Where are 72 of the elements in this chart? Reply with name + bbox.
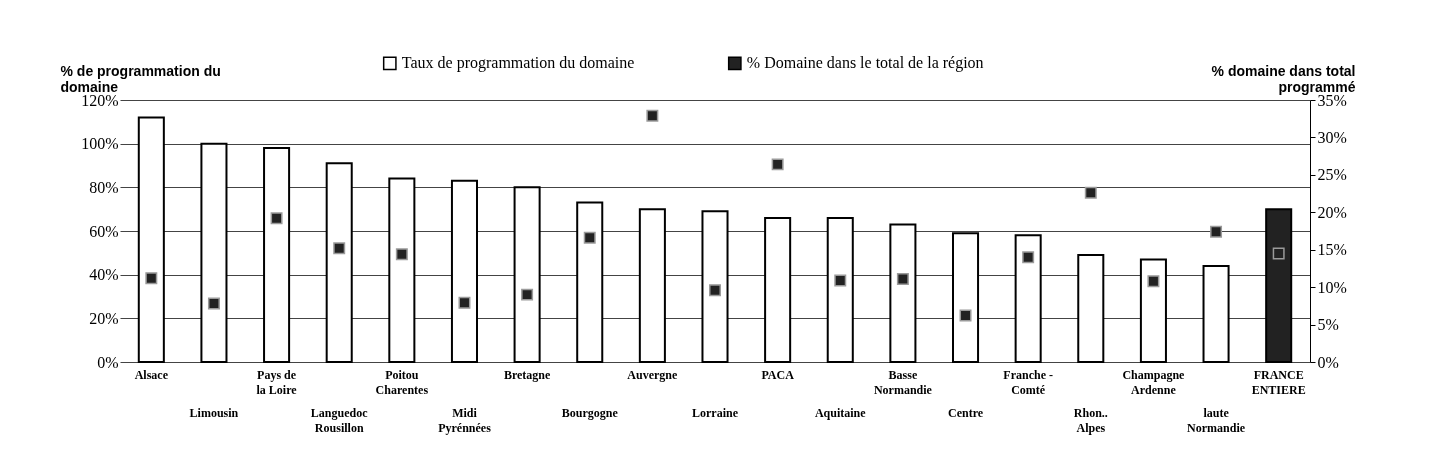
y2-tick-label: 10% xyxy=(1317,278,1347,296)
bar xyxy=(513,186,541,363)
x-tick-label: Languedoc Rousillon xyxy=(310,406,369,435)
point xyxy=(646,109,659,122)
x-tick-label: Lorraine xyxy=(692,406,739,420)
x-tick-label: Bretagne xyxy=(503,368,551,382)
bar xyxy=(1265,208,1293,363)
x-tick-label: Basse Normandie xyxy=(873,368,933,397)
bar xyxy=(889,223,917,363)
bar xyxy=(952,232,980,363)
point xyxy=(896,272,909,285)
x-tick-label: Limousin xyxy=(189,406,239,420)
point xyxy=(333,242,346,255)
x-tick-label: laute Normandie xyxy=(1187,406,1246,435)
point xyxy=(1084,186,1097,199)
point xyxy=(270,212,283,225)
x-tick-label: PACA xyxy=(761,368,795,382)
bar xyxy=(450,179,478,363)
x-tick-label: Auvergne xyxy=(627,368,679,382)
point xyxy=(458,296,471,309)
point xyxy=(521,288,534,301)
y-tick-label: 60% xyxy=(89,222,119,240)
x-tick-label: Champagne Ardenne xyxy=(1122,368,1186,397)
y2-tick-label: 15% xyxy=(1317,241,1347,259)
bar xyxy=(200,142,228,363)
x-tick-label: Alsace xyxy=(134,368,169,382)
point xyxy=(1022,251,1035,264)
x-tick-label: Pays de la Loire xyxy=(256,368,298,397)
y-tick-label: 20% xyxy=(89,309,119,327)
y-tick-label: 80% xyxy=(89,178,119,196)
y2-tick-label: 25% xyxy=(1317,166,1347,184)
legend-label: % Domaine dans le total de la région xyxy=(746,54,984,73)
x-tick-label: Poitou Charentes xyxy=(375,368,429,397)
bar xyxy=(1202,264,1230,363)
bar xyxy=(388,177,416,363)
point xyxy=(145,272,158,285)
x-tick-label: Bourgogne xyxy=(561,406,619,420)
bar xyxy=(137,116,165,363)
bar xyxy=(701,210,729,363)
bar xyxy=(638,208,666,363)
y2-tick-label: 20% xyxy=(1317,203,1347,221)
point xyxy=(834,274,847,287)
x-tick-label: Midi Pyrénnées xyxy=(438,406,492,435)
bar xyxy=(325,162,353,363)
point xyxy=(1147,275,1160,288)
bar xyxy=(263,147,291,363)
x-tick-label: Franche - Comté xyxy=(1003,368,1053,397)
legend-label: Taux de programmation du domaine xyxy=(401,54,635,73)
bar xyxy=(1139,258,1167,363)
x-tick-label: Centre xyxy=(947,406,984,420)
point xyxy=(771,158,784,171)
point xyxy=(1272,247,1285,260)
y2-tick-label: 30% xyxy=(1317,128,1347,146)
x-tick-label: Aquitaine xyxy=(814,406,867,420)
bar xyxy=(1014,234,1042,363)
y-tick-label: 40% xyxy=(89,266,119,284)
y-tick-label: 100% xyxy=(81,135,119,153)
point xyxy=(959,309,972,322)
x-tick-label: FRANCE ENTIERE xyxy=(1251,368,1306,397)
bar xyxy=(764,216,792,363)
point xyxy=(709,284,721,297)
y2-tick-label: 0% xyxy=(1317,353,1339,371)
point xyxy=(1210,225,1223,238)
point xyxy=(395,248,408,261)
point xyxy=(583,231,596,244)
x-tick-label: Rhon.. Alpes xyxy=(1073,406,1108,435)
bar xyxy=(576,201,604,363)
y-tick-label: 0% xyxy=(97,353,119,371)
bar xyxy=(826,216,854,363)
y2-tick-label: 5% xyxy=(1317,316,1339,334)
bar xyxy=(1077,254,1105,363)
point xyxy=(207,297,220,310)
